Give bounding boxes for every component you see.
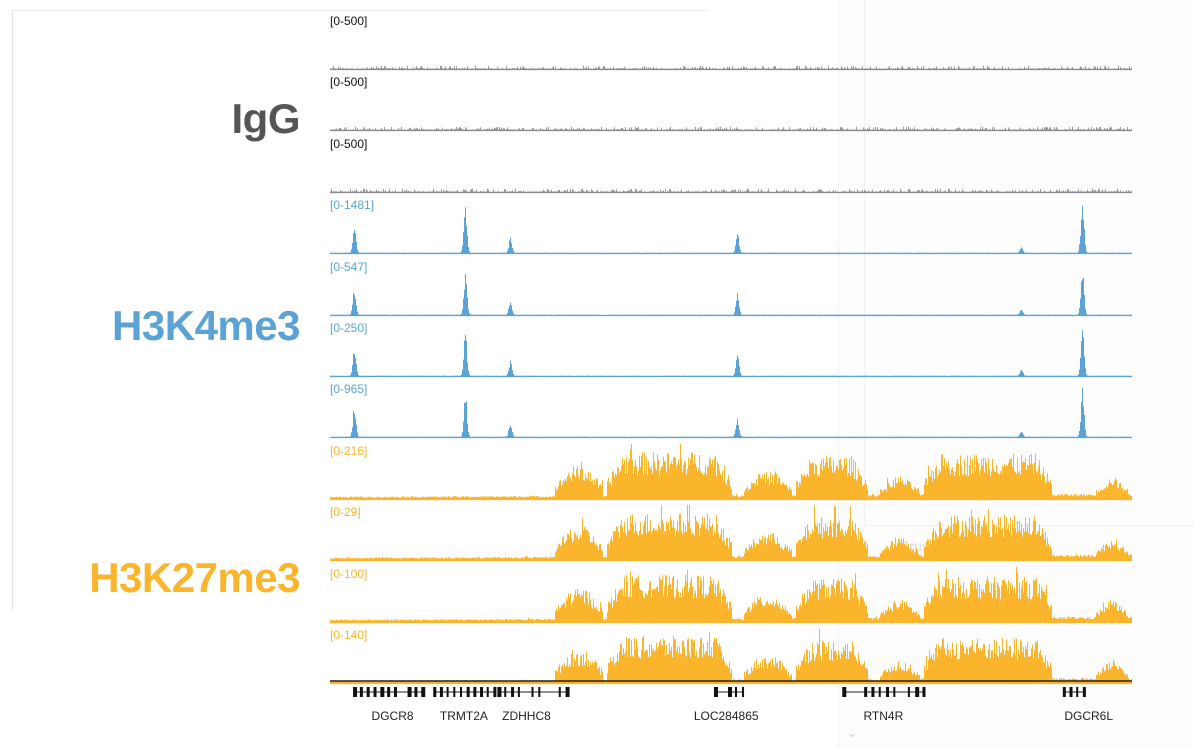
track-range-label: [0-547] [330, 259, 368, 274]
gene-label-trmt2a: TRMT2A [439, 709, 488, 723]
signal-plot [330, 388, 1132, 439]
signal-plot [330, 188, 1132, 193]
track-h3k27me3-11: [0-140] [330, 626, 1132, 686]
track-range-label: [0-216] [330, 443, 368, 458]
track-h3k4me3-5: [0-547] [330, 258, 1132, 318]
track-range-label: [0-965] [330, 382, 368, 397]
group-label-igg: IgG [231, 95, 301, 142]
signal-area [330, 443, 1132, 499]
signal-plot [330, 65, 1132, 71]
track-h3k27me3-10: [0-100] [330, 565, 1132, 625]
gene-label-zdhhc8: ZDHHC8 [502, 709, 551, 723]
gene-model-dgcr8 [353, 687, 426, 697]
gene-model-dgcr6l [1062, 687, 1086, 697]
panel-left-border [12, 10, 13, 610]
track-range-label: [0-500] [330, 75, 368, 90]
signal-plot [330, 205, 1132, 255]
gene-label-dgcr8: DGCR8 [371, 709, 414, 723]
track-range-label: [0-500] [330, 14, 368, 28]
gene-model-loc284865 [713, 687, 745, 697]
track-range-label: [0-29] [330, 505, 361, 520]
panel-top-border [12, 10, 707, 11]
track-h3k27me3-9: [0-29] [330, 503, 1132, 563]
signal-plot [330, 505, 1132, 562]
signal-area [330, 505, 1132, 561]
signal-plot [330, 566, 1132, 623]
gene-label-dgcr6l: DGCR6L [1064, 709, 1114, 723]
signal-plot [330, 628, 1132, 685]
gene-annotation-track [330, 680, 1132, 697]
track-range-label: [0-250] [330, 321, 368, 335]
track-igg-2: [0-500] [330, 73, 1132, 133]
track-range-label: [0-500] [330, 136, 368, 151]
gene-label-loc284865: LOC284865 [693, 709, 759, 723]
signal-area [330, 628, 1132, 683]
signal-area [330, 330, 1132, 376]
gene-model-zdhhc8 [497, 687, 570, 697]
signal-area [330, 273, 1132, 315]
track-h3k4me3-6: [0-250] [330, 319, 1132, 379]
signal-area [330, 566, 1132, 622]
group-label-h3k4me3: H3K4me3 [112, 302, 300, 349]
chevron-down-icon[interactable]: ⌄ [846, 724, 858, 740]
track-h3k4me3-7: [0-965] [330, 380, 1132, 440]
signal-plot [330, 443, 1132, 500]
track-h3k4me3-4: [0-1481] [330, 196, 1132, 256]
signal-area [330, 205, 1132, 254]
gene-model-rtn4r [842, 687, 926, 697]
gene-label-rtn4r: RTN4R [863, 709, 904, 723]
group-label-h3k27me3: H3K27me3 [89, 554, 300, 601]
signal-plot [330, 273, 1132, 316]
track-range-label: [0-140] [330, 628, 368, 642]
signal-area [330, 127, 1132, 131]
signal-area [330, 388, 1132, 438]
track-range-label: [0-100] [330, 566, 368, 581]
track-igg-3: [0-500] [330, 135, 1132, 195]
track-h3k27me3-8: [0-216] [330, 442, 1132, 502]
signal-area [330, 65, 1132, 69]
track-igg-1: [0-500] [330, 12, 1132, 72]
signal-plot [330, 127, 1132, 132]
signal-plot [330, 330, 1132, 378]
gene-model-trmt2a [433, 687, 497, 697]
track-range-label: [0-1481] [330, 198, 375, 213]
signal-area [330, 188, 1132, 192]
